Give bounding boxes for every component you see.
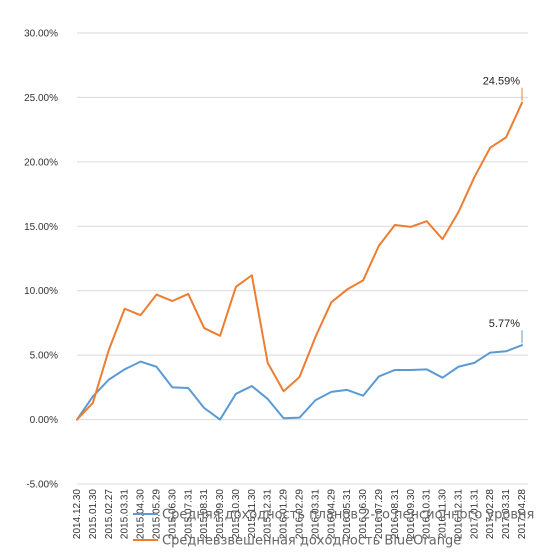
x-tick-label: 2014.12.30 [72,489,83,539]
x-tick-label: 2016.08.31 [390,489,401,539]
y-tick-label: -5.00% [26,480,58,491]
x-tick-label: 2016.10.31 [422,489,433,539]
x-tick-label: 2016.09.30 [406,489,417,539]
legend-label-1: Средняя доходность планов 2-го пенсионно… [162,508,534,523]
x-tick-label: 2017.04.28 [517,489,528,539]
x-tick-label: 2016.04.29 [326,489,337,539]
x-tick-label: 2015.06.30 [167,489,178,539]
x-tick-label: 2015.01.30 [88,489,99,539]
x-tick-label: 2016.05.31 [342,489,353,539]
x-tick-label: 2016.01.29 [279,489,290,539]
x-tick-label: 2016.11.30 [438,489,449,539]
end-label-2: 24.59% [483,76,521,88]
x-tick-label: 2016.02.29 [295,489,306,539]
series-lines [76,101,523,421]
x-tick-label: 2015.02.27 [104,489,115,539]
series-line-1 [76,344,523,421]
x-tick-label: 2015.03.31 [120,489,131,539]
x-tick-label: 2016.12.31 [453,489,464,539]
y-tick-label: 25.00% [24,93,58,104]
x-tick-label: 2016.06.30 [358,489,369,539]
x-tick-label: 2017.02.28 [485,489,496,539]
end-label-1: 5.77% [489,318,520,330]
y-tick-label: 20.00% [24,157,58,168]
x-tick-label: 2015.09.30 [215,489,226,539]
y-tick-label: 10.00% [24,286,58,297]
x-tick-label: 2017.01.31 [469,489,480,539]
y-tick-label: 0.00% [30,415,58,426]
y-axis-tick-labels: -5.00% 0.00% 5.00% 10.00% 15.00% 20.00% 25.00%… [24,29,58,491]
x-tick-label: 2015.11.30 [247,489,258,539]
grid-lines [77,32,528,485]
end-labels: 5.77% 24.59% [483,76,523,344]
y-tick-label: 5.00% [30,351,58,362]
x-tick-label: 2017.03.31 [501,489,512,539]
y-tick-label: 15.00% [24,222,58,233]
legend: Средняя доходность планов 2-го пенсионно… [133,508,534,549]
legend-label-2: Средневзвешенная доходность BlueOrange [162,534,461,549]
x-tick-label: 2016.07.29 [374,489,385,539]
series-line-2 [76,101,523,421]
x-tick-label: 2015.08.31 [199,489,210,539]
x-tick-label: 2016.03.31 [310,489,321,539]
x-tick-label: 2015.10.30 [231,489,242,539]
y-tick-label: 30.00% [24,29,58,40]
x-tick-label: 2015.07.31 [183,489,194,539]
x-tick-label: 2015.12.31 [263,489,274,539]
